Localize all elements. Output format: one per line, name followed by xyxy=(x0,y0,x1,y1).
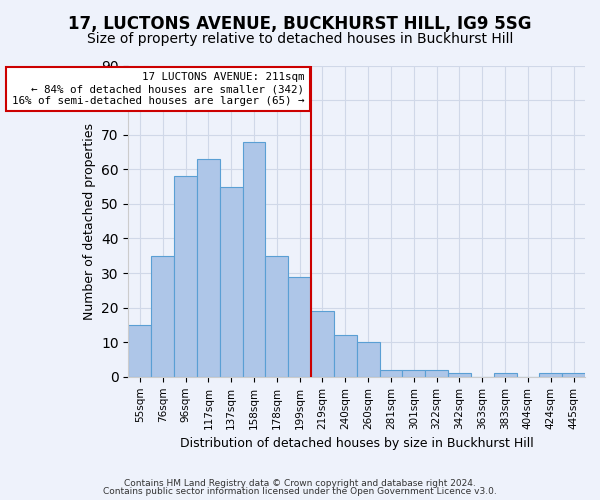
Bar xyxy=(128,325,151,377)
Text: Contains HM Land Registry data © Crown copyright and database right 2024.: Contains HM Land Registry data © Crown c… xyxy=(124,478,476,488)
Bar xyxy=(151,256,174,377)
Bar xyxy=(197,159,220,377)
Text: 17 LUCTONS AVENUE: 211sqm
← 84% of detached houses are smaller (342)
16% of semi: 17 LUCTONS AVENUE: 211sqm ← 84% of detac… xyxy=(12,72,304,106)
Bar xyxy=(288,276,311,377)
Bar xyxy=(539,374,562,377)
Bar xyxy=(380,370,403,377)
Bar xyxy=(174,176,197,377)
Bar xyxy=(311,311,334,377)
Text: 17, LUCTONS AVENUE, BUCKHURST HILL, IG9 5SG: 17, LUCTONS AVENUE, BUCKHURST HILL, IG9 … xyxy=(68,15,532,33)
Bar xyxy=(220,186,242,377)
Bar xyxy=(448,374,471,377)
Bar xyxy=(403,370,425,377)
Bar xyxy=(494,374,517,377)
Bar xyxy=(334,336,357,377)
X-axis label: Distribution of detached houses by size in Buckhurst Hill: Distribution of detached houses by size … xyxy=(180,437,533,450)
Bar xyxy=(357,342,380,377)
Bar xyxy=(265,256,288,377)
Bar xyxy=(425,370,448,377)
Text: Size of property relative to detached houses in Buckhurst Hill: Size of property relative to detached ho… xyxy=(87,32,513,46)
Bar xyxy=(562,374,585,377)
Y-axis label: Number of detached properties: Number of detached properties xyxy=(83,122,95,320)
Text: Contains public sector information licensed under the Open Government Licence v3: Contains public sector information licen… xyxy=(103,487,497,496)
Bar xyxy=(242,142,265,377)
